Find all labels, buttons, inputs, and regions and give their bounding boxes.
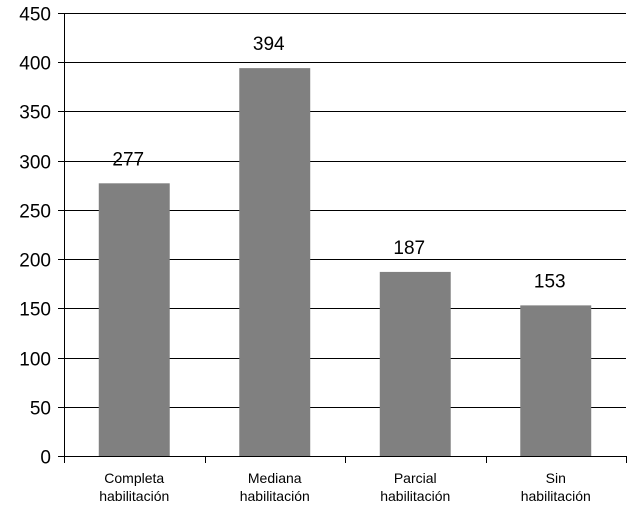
data-label-2: 187 xyxy=(393,238,425,259)
x-category-label-2-line-1: habilitación xyxy=(380,488,450,504)
y-tick-label-200: 200 xyxy=(19,251,51,272)
bar-3 xyxy=(520,305,592,456)
y-tick-label-350: 350 xyxy=(19,103,51,124)
y-tick-label-300: 300 xyxy=(19,153,51,174)
data-label-0: 277 xyxy=(112,149,144,170)
x-category-label-2: Parcial habilitación xyxy=(380,470,450,504)
bar-1 xyxy=(239,68,311,456)
x-category-label-0: Completa habilitación xyxy=(99,470,169,504)
x-category-label-3-line-1: habilitación xyxy=(521,488,591,504)
x-category-label-1-line-1: habilitación xyxy=(240,488,310,504)
y-tick-label-150: 150 xyxy=(19,300,51,321)
bar-0 xyxy=(98,183,170,456)
x-category-label-0-line-0: Completa xyxy=(104,470,164,486)
data-labels: 277 394 187 153 xyxy=(112,34,565,292)
y-tick-label-400: 400 xyxy=(19,54,51,75)
x-category-label-0-line-1: habilitación xyxy=(99,488,169,504)
y-tick-labels: 0 50 100 150 200 250 300 350 400 450 xyxy=(19,5,51,469)
data-label-3: 153 xyxy=(534,271,566,292)
x-category-label-1-line-0: Mediana xyxy=(248,470,302,486)
y-tick-label-50: 50 xyxy=(30,399,51,420)
bar-2 xyxy=(379,271,451,456)
x-category-label-2-line-0: Parcial xyxy=(394,470,437,486)
x-category-label-1: Mediana habilitación xyxy=(240,470,310,504)
y-tick-label-250: 250 xyxy=(19,202,51,223)
bars xyxy=(98,68,592,456)
x-category-label-3-line-0: Sin xyxy=(546,470,566,486)
y-tick-label-100: 100 xyxy=(19,350,51,371)
y-tick-label-450: 450 xyxy=(19,5,51,26)
x-category-label-3: Sin habilitación xyxy=(521,470,591,504)
data-label-1: 394 xyxy=(253,34,285,55)
y-tick-label-0: 0 xyxy=(40,448,51,469)
axes xyxy=(58,13,627,463)
